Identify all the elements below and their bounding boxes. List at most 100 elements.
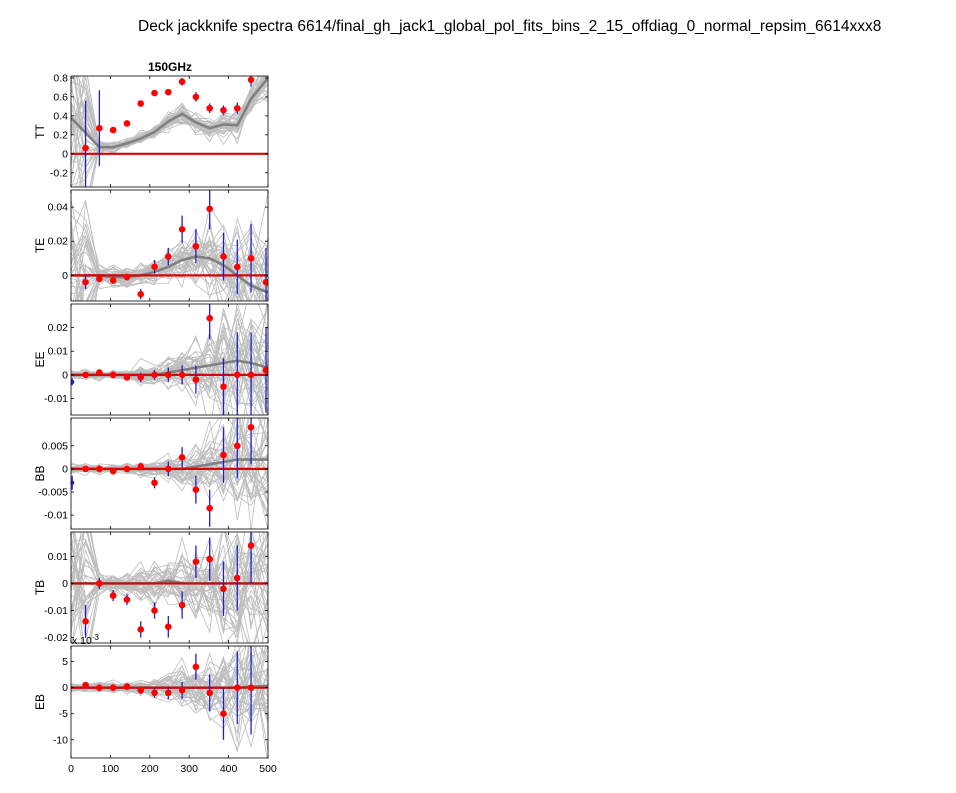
data-point: [220, 383, 227, 390]
ylabel: EE: [33, 351, 47, 367]
exponent-label: x 10-3: [72, 633, 100, 647]
ytick-label: 0: [62, 578, 68, 590]
sim-realization: [71, 540, 268, 631]
panel-plot-area: [71, 190, 268, 301]
ytick-label: 0.02: [48, 322, 69, 334]
data-point: [192, 558, 200, 566]
ytick-label: -5: [59, 708, 68, 720]
data-point: [165, 253, 172, 260]
data-point: [220, 451, 227, 459]
sim-realization: [76, 237, 268, 301]
axes-frame: [70, 303, 269, 416]
ytick-label: 0.6: [53, 91, 68, 103]
data-point: [178, 225, 186, 233]
ytick-label: -0.01: [44, 393, 68, 405]
data-point: [233, 371, 241, 379]
data-point: [123, 373, 131, 381]
data-point: [137, 290, 145, 298]
xtick-label: 200: [141, 763, 159, 775]
data-point: [233, 104, 241, 112]
data-point: [178, 686, 186, 694]
data-point: [247, 542, 255, 549]
data-point: [71, 480, 75, 485]
ytick-label: -0.005: [38, 487, 68, 499]
data-point: [233, 684, 241, 691]
sim-realization: [71, 564, 268, 643]
sim-mean-line: [71, 77, 268, 149]
ytick-label: 0.2: [53, 129, 68, 141]
figure-title: Deck jackknife spectra 6614/final_gh_jac…: [138, 18, 882, 35]
xtick-label: 400: [220, 763, 238, 775]
data-point: [165, 689, 172, 697]
data-point: [192, 243, 200, 250]
data-point: [220, 106, 227, 114]
data-point: [192, 93, 200, 101]
panel-eb: -10 -5 0 5 EB x 10-3 0 100 200 300 400 500: [33, 633, 277, 775]
data-point: [233, 442, 241, 450]
data-point: [82, 618, 89, 625]
data-point: [96, 124, 103, 132]
xtick-label: 300: [180, 763, 198, 775]
ytick-label: -0.02: [44, 632, 68, 644]
data-point: [220, 253, 227, 260]
data-point: [82, 278, 89, 286]
data-point: [109, 371, 117, 379]
data-point: [137, 373, 145, 381]
panel-plot-area: [71, 646, 268, 758]
sim-realization: [71, 532, 268, 611]
data-point: [96, 275, 103, 283]
panel-plot-area: [71, 532, 268, 643]
ylabel: TT: [33, 124, 47, 139]
column-title: 150GHz: [148, 60, 192, 74]
sim-realization: [71, 76, 263, 168]
ytick-label: -0.01: [44, 510, 68, 522]
ytick-label: 5: [62, 656, 68, 668]
panel-tb: -0.02 -0.01 0 0.01 TB: [33, 531, 269, 644]
data-point: [151, 479, 158, 487]
exponent-value: -3: [92, 633, 100, 642]
data-point: [247, 255, 255, 262]
data-point: [178, 601, 186, 609]
data-point: [165, 623, 172, 631]
axes-frame: [70, 75, 269, 188]
data-point: [247, 423, 255, 431]
panel-ee: -0.01 0 0.01 0.02 EE: [33, 303, 269, 416]
data-point: [137, 100, 145, 107]
data-point: [178, 454, 186, 461]
data-point: [233, 574, 241, 582]
data-point: [247, 76, 255, 84]
data-point: [96, 465, 103, 473]
data-point: [206, 314, 213, 322]
ytick-label: 0: [62, 369, 68, 381]
sim-realization: [71, 76, 265, 145]
data-point: [178, 78, 186, 85]
ytick-label: 0.005: [42, 440, 68, 452]
data-point: [123, 273, 131, 281]
data-point: [165, 465, 172, 473]
ytick-label: 0: [62, 463, 68, 475]
data-point: [137, 626, 145, 633]
ytick-label: 0: [62, 270, 68, 282]
axes-frame: [70, 189, 269, 302]
data-point: [109, 592, 117, 599]
data-point: [165, 88, 172, 96]
ytick-label: 0.01: [48, 346, 69, 358]
data-point: [151, 607, 158, 614]
ytick-label: 0.8: [53, 72, 68, 84]
data-point: [220, 585, 227, 593]
ytick-label: -10: [53, 734, 68, 746]
sim-realization: [71, 532, 268, 618]
data-point: [233, 263, 241, 271]
data-point: [82, 371, 89, 379]
sim-realization: [71, 344, 268, 415]
data-point: [178, 371, 186, 379]
data-point: [109, 277, 117, 284]
data-point: [109, 467, 117, 475]
data-point: [151, 263, 158, 271]
data-point: [123, 683, 131, 690]
data-point: [123, 596, 131, 603]
sim-realization: [71, 81, 268, 165]
data-point: [206, 689, 213, 697]
data-point: [192, 663, 200, 671]
